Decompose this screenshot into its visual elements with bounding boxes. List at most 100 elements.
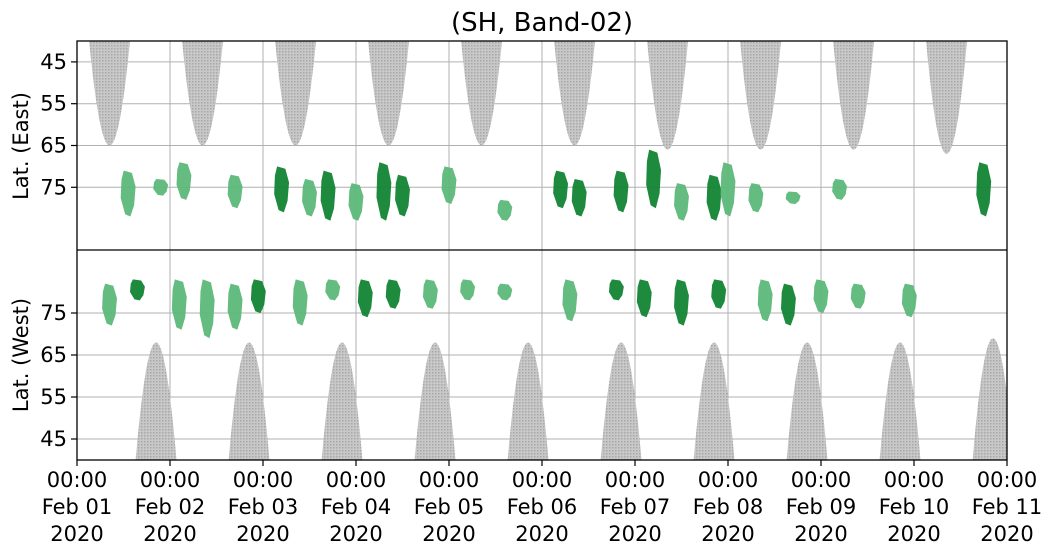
x-tick-time: 00:00 (140, 468, 201, 492)
daylight-region-west (135, 342, 177, 460)
activity-patch-east (395, 174, 410, 217)
activity-patch-east (227, 174, 243, 209)
x-tick-date: Feb 04 (321, 495, 392, 519)
x-tick-time: 00:00 (698, 468, 759, 492)
x-tick-year: 2020 (236, 522, 289, 546)
activity-patch-east (120, 170, 136, 217)
daylight-region-east (182, 41, 223, 146)
x-axis-ticks: 00:00 Feb 01 2020 00:00 Feb 02 2020 00:00 Feb 0… (42, 460, 1043, 546)
activity-patch-west (781, 283, 796, 326)
daylight-region-east (554, 41, 595, 146)
activity-patch-east (832, 178, 848, 200)
activity-patch-east (646, 149, 662, 209)
x-tick-year: 2020 (887, 522, 940, 546)
x-tick-time: 00:00 (419, 468, 480, 492)
x-tick-year: 2020 (329, 522, 382, 546)
activity-patch-west (250, 279, 266, 313)
y-axis-east-ticks: 45 55 65 75 (40, 50, 77, 199)
y-tick-label: 65 (40, 343, 67, 367)
daylight-region-east (89, 41, 130, 146)
daylight-regions (89, 41, 1007, 460)
activity-patch-east (571, 178, 587, 217)
activity-patch-west (325, 279, 341, 301)
y-axis-label-west: Lat. (West) (9, 298, 33, 412)
activity-patch-west (357, 279, 373, 318)
x-tick-date: Feb 06 (507, 495, 578, 519)
x-tick-time: 00:00 (326, 468, 387, 492)
activity-patch-west (171, 279, 187, 330)
activity-patch-west (813, 279, 829, 313)
daylight-region-west (693, 342, 735, 460)
activity-patch-west (292, 279, 308, 326)
activity-patch-west (497, 283, 513, 301)
x-tick-year: 2020 (980, 522, 1033, 546)
activity-patch-east (302, 178, 317, 217)
activity-patch-west (227, 283, 243, 330)
activity-patch-east (320, 170, 336, 221)
activity-patch-west (711, 279, 727, 309)
daylight-region-west (507, 342, 549, 460)
activity-patch-west (636, 279, 652, 318)
daylight-region-west (321, 342, 363, 460)
x-tick-year: 2020 (701, 522, 754, 546)
y-tick-label: 55 (40, 92, 67, 116)
activity-patch-west (385, 279, 401, 309)
daylight-region-west (228, 342, 270, 460)
activity-patch-east (176, 162, 192, 200)
activity-patch-east (153, 178, 169, 196)
daylight-region-east (368, 41, 409, 146)
x-tick-date: Feb 08 (693, 495, 764, 519)
daylight-region-west (414, 342, 456, 460)
activity-patch-west (608, 279, 624, 301)
activity-patch-east (441, 166, 457, 205)
x-tick-date: Feb 07 (600, 495, 671, 519)
daylight-region-east (926, 41, 967, 154)
activity-patch-west (757, 279, 773, 322)
activity-patch-east (720, 162, 736, 217)
daylight-region-east (461, 41, 502, 146)
y-tick-label: 75 (40, 301, 67, 325)
y-tick-label: 65 (40, 134, 67, 158)
x-tick-date: Feb 03 (228, 495, 299, 519)
x-tick-year: 2020 (143, 522, 196, 546)
activity-patch-east (553, 170, 569, 209)
activity-patch-east (613, 170, 629, 213)
y-tick-label: 75 (40, 175, 67, 199)
y-tick-label: 55 (40, 385, 67, 409)
x-tick-time: 00:00 (884, 468, 945, 492)
activity-regions (102, 149, 992, 339)
daylight-region-east (275, 41, 316, 146)
activity-patch-west (901, 283, 917, 318)
daylight-region-west (879, 342, 921, 460)
activity-patch-east (706, 174, 722, 221)
activity-patch-east (348, 183, 364, 221)
activity-patch-east (497, 199, 513, 221)
activity-patch-west (130, 279, 145, 301)
daylight-region-east (647, 41, 688, 150)
daylight-region-west (972, 338, 1007, 460)
x-tick-time: 00:00 (791, 468, 852, 492)
activity-patch-west (850, 283, 866, 309)
y-axis-label-east: Lat. (East) (9, 92, 33, 200)
x-tick-date: Feb 10 (879, 495, 950, 519)
activity-patch-east (785, 191, 801, 205)
chart-title: (SH, Band-02) (451, 8, 633, 38)
activity-patch-west (199, 279, 215, 339)
x-tick-time: 00:00 (512, 468, 573, 492)
x-tick-year: 2020 (515, 522, 568, 546)
x-tick-year: 2020 (422, 522, 475, 546)
activity-patch-west (460, 279, 476, 301)
activity-patch-east (274, 166, 290, 213)
x-tick-time: 00:00 (605, 468, 666, 492)
x-tick-date: Feb 11 (972, 495, 1043, 519)
x-tick-year: 2020 (50, 522, 103, 546)
activity-patch-west (422, 279, 438, 309)
activity-patch-west (674, 279, 689, 326)
x-tick-time: 00:00 (977, 468, 1038, 492)
daylight-region-east (740, 41, 781, 150)
y-axis-west-ticks: 75 65 55 45 (40, 301, 77, 451)
y-tick-label: 45 (40, 50, 67, 74)
x-tick-date: Feb 05 (414, 495, 485, 519)
activity-patch-west (102, 283, 117, 326)
